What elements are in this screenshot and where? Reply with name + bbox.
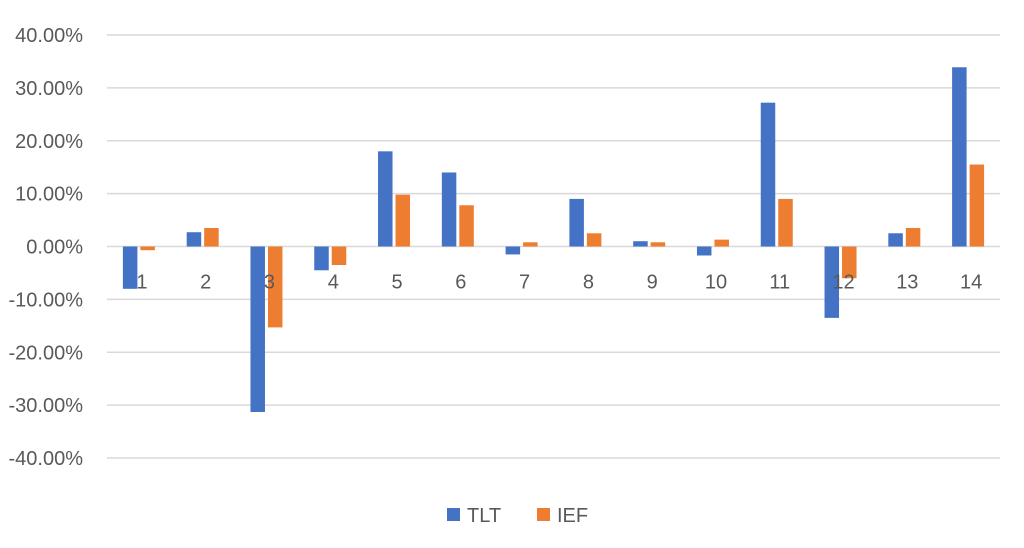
x-tick-label: 6 [455, 272, 466, 294]
y-axis-tick-labels: 40.00% 30.00% 20.00% 10.00% 0.00% -10.00% -20.… [9, 25, 84, 470]
bar-ief-1 [140, 246, 155, 251]
x-tick-label: 7 [519, 272, 530, 294]
x-tick-label: 4 [328, 272, 339, 294]
bar-tlt-5 [378, 151, 393, 247]
x-tick-label: 3 [264, 272, 275, 294]
y-tick-label: 40.00% [15, 25, 83, 47]
bars [122, 67, 985, 412]
bar-ief-9 [650, 242, 666, 247]
legend-label: IEF [557, 505, 588, 527]
y-tick-label: -40.00% [9, 448, 84, 470]
bar-ief-11 [778, 198, 793, 247]
bar-tlt-6 [441, 172, 457, 247]
gridlines [107, 34, 1000, 459]
x-tick-label: 14 [960, 272, 982, 294]
legend-item-ief: IEF [537, 505, 588, 527]
bar-tlt-11 [760, 102, 776, 247]
x-tick-label: 2 [200, 272, 211, 294]
legend-swatch [537, 508, 550, 521]
bar-ief-6 [459, 205, 474, 247]
bar-tlt-14 [952, 67, 967, 247]
x-tick-label: 11 [769, 272, 790, 294]
bar-tlt-4 [314, 246, 329, 271]
y-tick-label: 0.00% [26, 237, 83, 259]
bar-ief-8 [586, 233, 602, 247]
bar-ief-10 [714, 239, 729, 247]
bar-tlt-10 [696, 246, 712, 256]
bar-tlt-2 [186, 232, 202, 247]
x-tick-label: 13 [896, 272, 918, 294]
bar-ief-4 [331, 246, 347, 266]
bar-tlt-7 [505, 246, 521, 255]
y-tick-label: -20.00% [9, 342, 84, 364]
bar-ief-3 [267, 246, 283, 328]
bar-tlt-13 [888, 233, 903, 247]
legend-swatch [447, 508, 460, 521]
bar-tlt-1 [122, 246, 138, 289]
bar-tlt-9 [633, 241, 648, 247]
bar-ief-12 [842, 246, 857, 279]
y-tick-label: 20.00% [15, 131, 83, 153]
legend: TLT IEF [447, 505, 588, 527]
legend-item-tlt: TLT [447, 505, 501, 527]
bar-ief-7 [523, 242, 538, 247]
x-tick-label: 1 [136, 272, 147, 294]
x-tick-label: 12 [832, 272, 854, 294]
bar-ief-5 [395, 194, 411, 247]
x-tick-label: 8 [583, 272, 594, 294]
bar-tlt-3 [250, 246, 265, 412]
bar-tlt-8 [569, 198, 584, 247]
x-axis-tick-labels: 1 2 3 4 5 6 7 8 9 10 11 12 13 14 [136, 272, 982, 294]
x-tick-label: 9 [647, 272, 658, 294]
y-tick-label: -10.00% [9, 289, 84, 311]
x-tick-label: 5 [391, 272, 402, 294]
bar-ief-2 [204, 227, 219, 247]
y-tick-label: -30.00% [9, 395, 84, 417]
legend-label: TLT [467, 505, 501, 527]
y-tick-label: 30.00% [15, 78, 83, 100]
bar-ief-13 [905, 227, 921, 247]
x-tick-label: 10 [705, 272, 727, 294]
y-tick-label: 10.00% [15, 184, 83, 206]
bar-ief-14 [969, 164, 985, 247]
bar-tlt-12 [824, 246, 840, 318]
